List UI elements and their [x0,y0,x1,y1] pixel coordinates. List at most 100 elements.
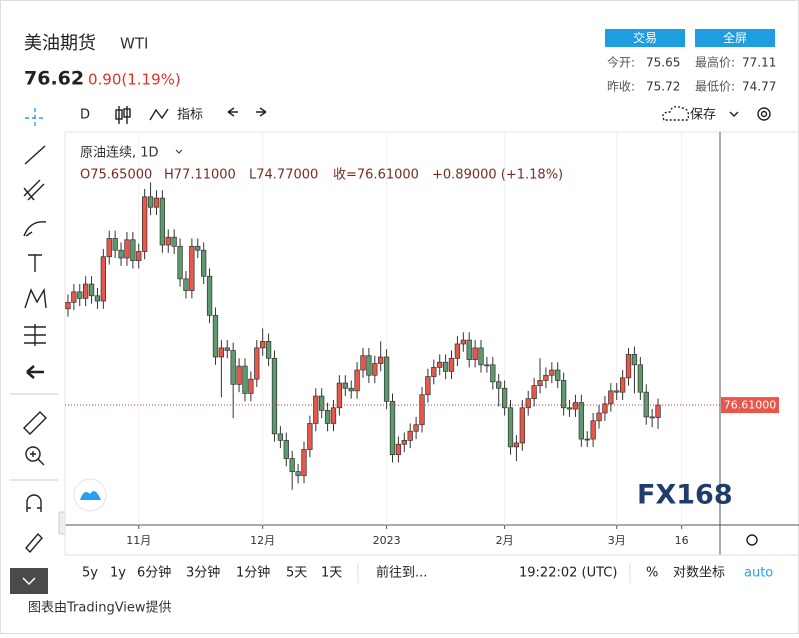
candle-body [378,356,384,364]
candle-body [319,395,325,411]
candle-body [100,256,107,302]
candle-body [602,403,608,414]
log-toggle[interactable]: 对数坐标 [673,566,725,581]
candle-body [289,458,295,472]
candle-body [578,402,584,440]
candle-body [496,381,502,389]
crosshair-tool[interactable] [25,108,45,128]
redo-icon[interactable] [256,107,267,117]
ohlc-value: H77.11000 [164,168,236,183]
candle-body [490,364,496,383]
ruler-tool[interactable] [23,411,47,435]
candle-body [330,407,337,424]
pattern-tool[interactable] [24,287,47,309]
candle-body [212,314,219,358]
candle-body [537,380,543,387]
auto-toggle[interactable]: auto [744,566,773,581]
cloud-icon[interactable] [662,105,690,121]
candle-body [230,350,236,385]
last-price: 76.62 [24,68,84,90]
price-label-box [721,397,779,414]
stat-value: 74.77 [742,80,776,94]
trade-button-label[interactable]: 交易 [633,30,657,45]
candle-body [177,245,183,280]
stat-value: 75.65 [646,56,680,70]
chart-style-icon[interactable] [115,106,131,124]
candle-body [77,291,83,299]
range-button[interactable]: 5天 [286,566,307,581]
brush-tool[interactable] [23,221,47,237]
candle-body [206,275,213,316]
candle-body [366,355,372,376]
ohlc-value: +0.89000 (+1.18%) [432,168,563,183]
candle-body [271,357,278,435]
candle-body [348,387,354,392]
title-dropdown[interactable] [175,149,183,154]
candle-body [189,245,195,291]
percent-toggle[interactable]: % [646,566,658,581]
range-button[interactable]: 3分钟 [186,565,220,581]
candle-body [555,369,561,381]
axis-settings[interactable] [746,534,758,546]
candle-body [431,367,437,377]
magnet-tool[interactable] [26,494,42,512]
text-tool[interactable] [28,254,42,272]
price-label: 76.61000 [724,399,777,412]
range-button[interactable]: 5y [82,566,98,581]
candle-body [655,404,661,418]
settings-icon[interactable] [757,107,771,121]
candle-body [395,443,402,456]
lock-tool[interactable] [25,532,43,554]
range-button[interactable]: 6分钟 [137,565,171,581]
settings-icon[interactable] [760,110,768,118]
candle-body [460,339,466,345]
range-button[interactable]: 1天 [321,566,342,581]
panel-handle[interactable] [58,511,66,535]
fullscreen-button[interactable] [695,29,775,47]
trend-line-tool[interactable] [24,145,46,165]
hide-toolbar[interactable] [26,365,44,379]
candle-body [195,245,201,251]
candle-body [360,355,366,371]
save-button[interactable]: 保存 [690,108,716,123]
collapse-icon[interactable] [22,577,36,586]
save-dropdown[interactable] [729,111,739,117]
candle-body [608,390,614,405]
candle-body [649,416,655,419]
candle-body [543,374,549,381]
indicator-icon[interactable] [149,108,169,121]
candle-body [560,380,567,409]
candle-body [142,196,148,252]
x-tick-label: 16 [675,534,689,547]
fullscreen-button-label[interactable]: 全屏 [723,30,747,45]
drawing-toolbar [10,108,58,554]
range-button[interactable]: 1分钟 [236,565,270,581]
collapse-button[interactable] [10,568,48,594]
candle-body [277,433,284,441]
measure-tool[interactable] [24,324,46,346]
ohlc-value: O75.65000 [80,168,152,183]
trade-button[interactable] [605,29,685,47]
x-tick-label: 2月 [496,534,514,547]
interval-button[interactable]: D [80,108,90,123]
candle-body [112,238,118,251]
candle-body [218,347,225,358]
indicator-button[interactable]: 指标 [177,108,203,123]
candle-body [407,430,413,441]
zoom-tool[interactable] [25,446,41,462]
candle-body [136,251,142,261]
candle-body [614,390,620,393]
undo-icon[interactable] [227,107,238,117]
tradingview-logo[interactable] [80,491,101,500]
goto-button[interactable]: 前往到... [376,565,427,581]
clock[interactable]: 19:22:02 (UTC) [519,566,617,581]
zoom-tool[interactable] [30,451,45,466]
candle-body [313,395,319,424]
candle-body [260,341,266,349]
fib-tool[interactable] [23,179,45,201]
candle-body [153,197,160,208]
instrument-name: 美油期货 [24,33,96,54]
range-button[interactable]: 1y [110,566,126,581]
candle-body [183,278,189,291]
